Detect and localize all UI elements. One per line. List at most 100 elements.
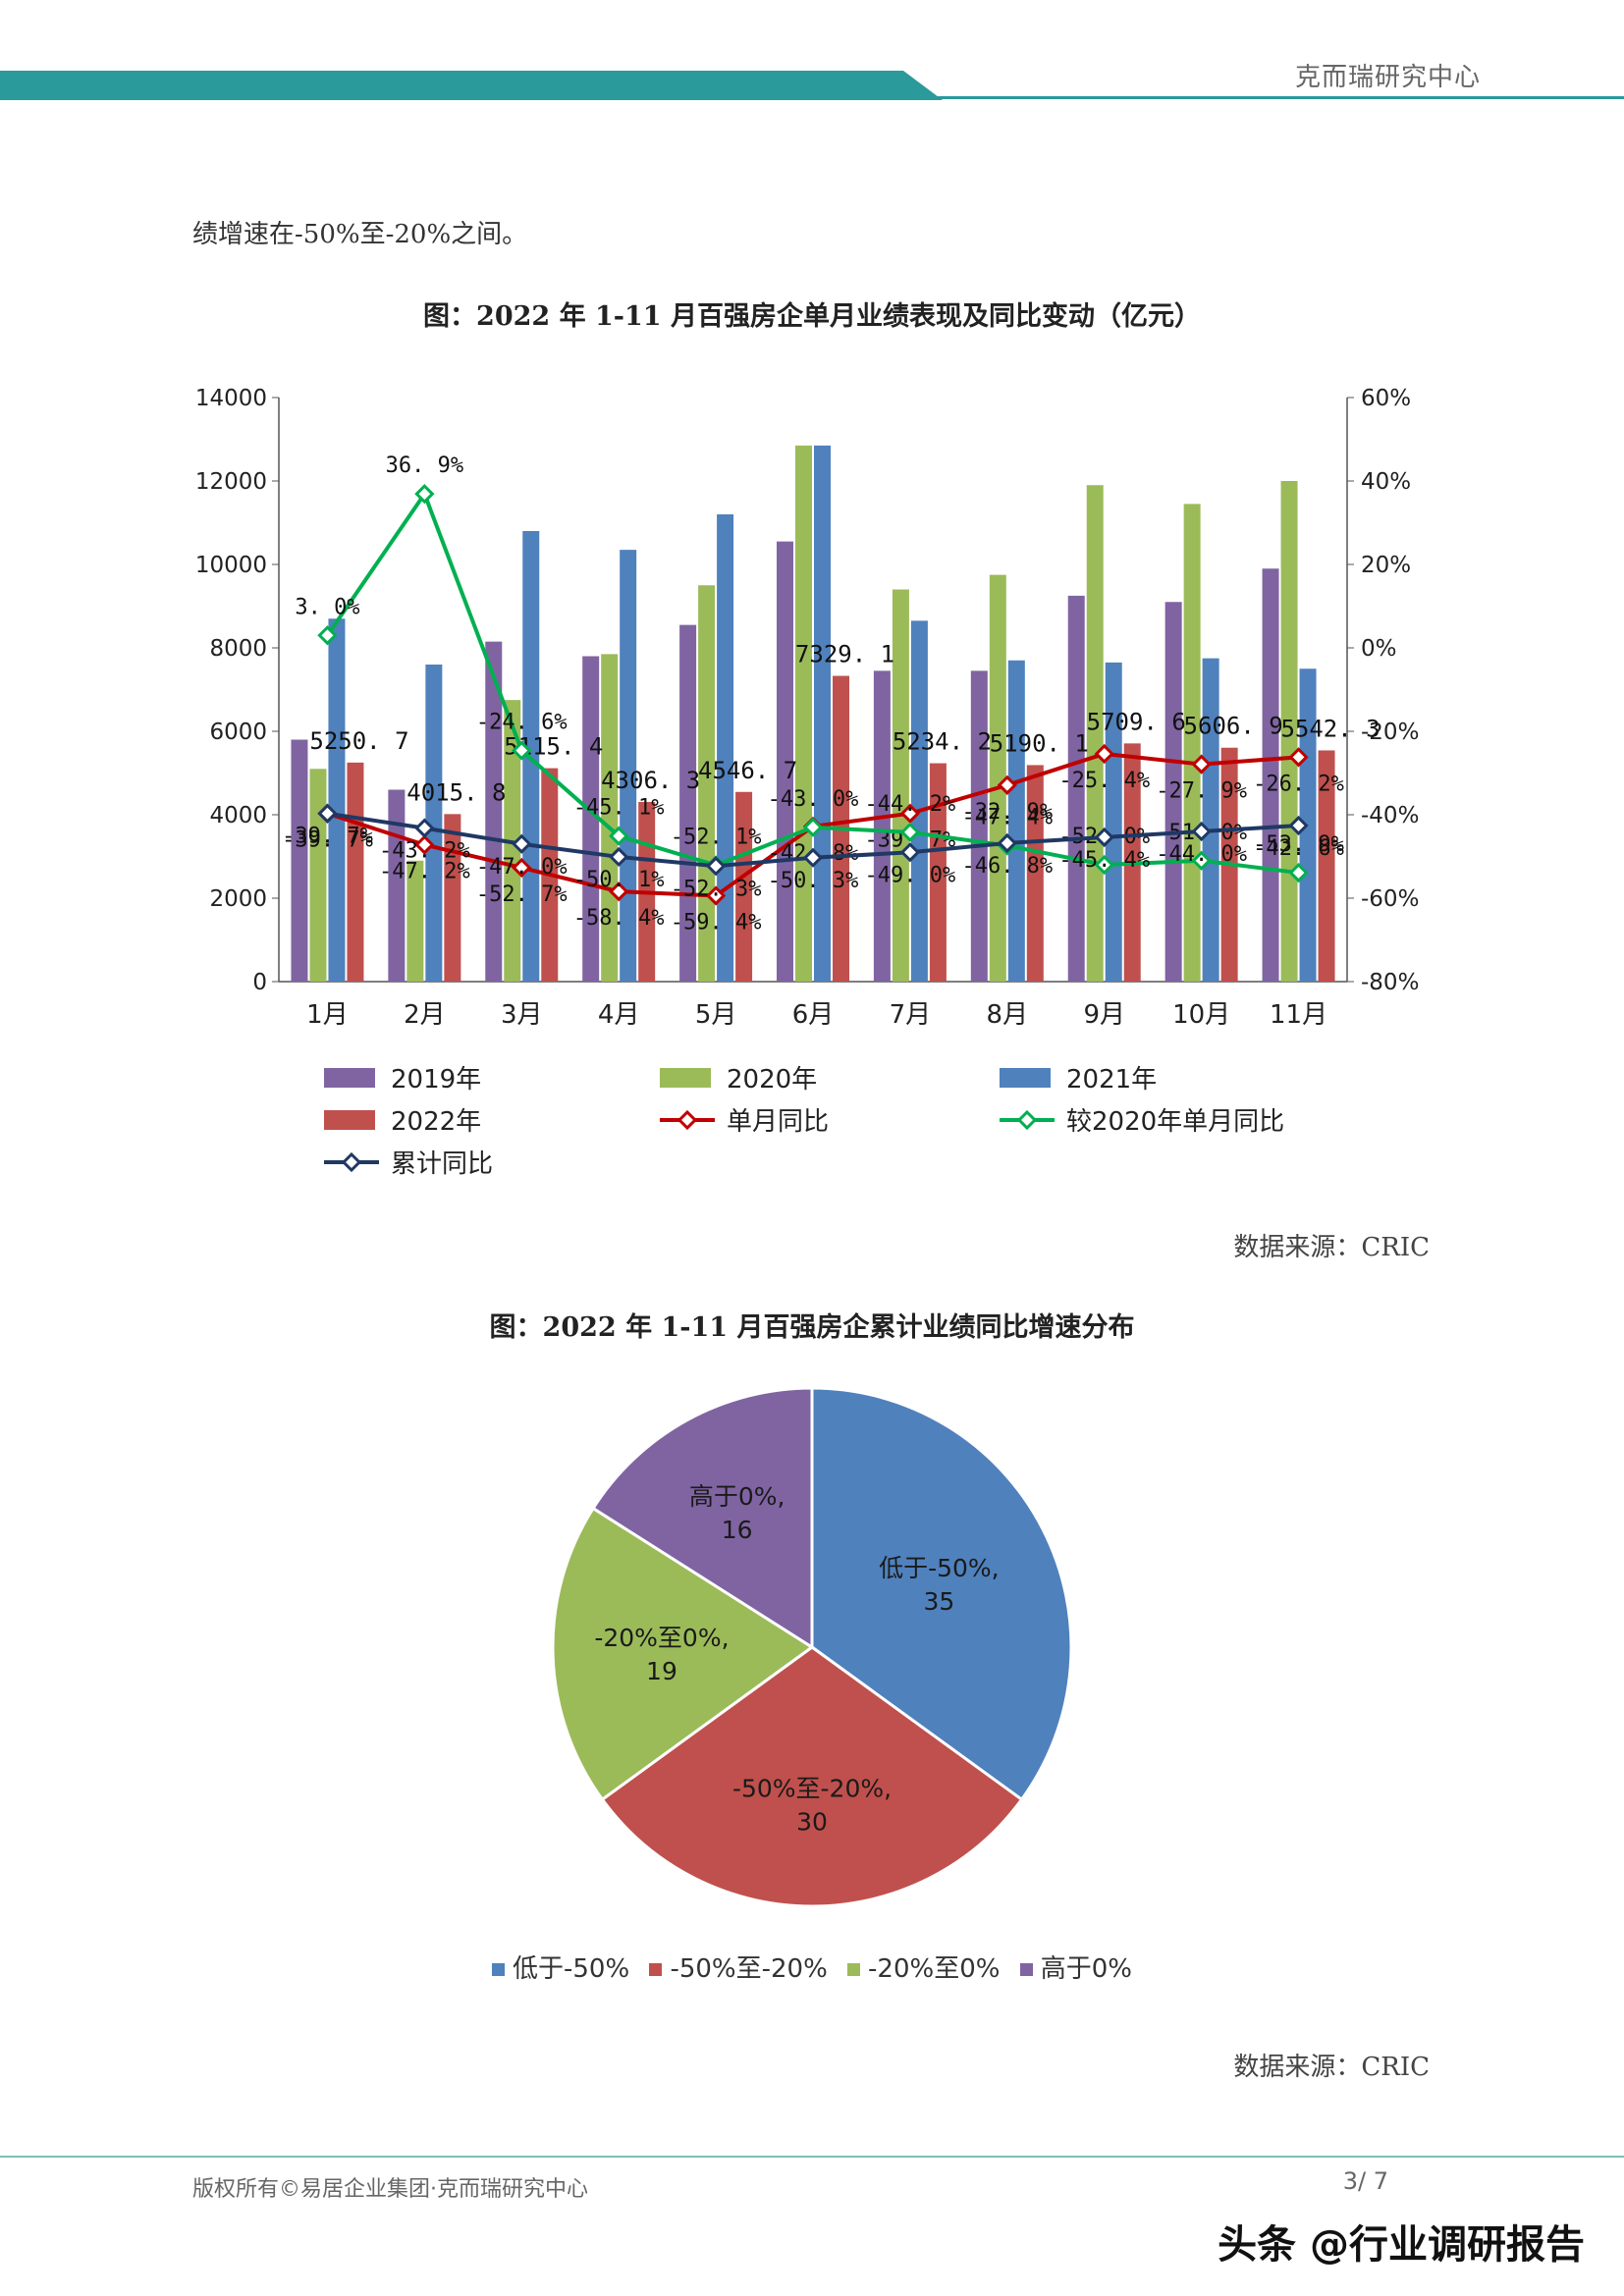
bar-data-label: 4306. 3	[601, 767, 700, 794]
line-data-label: -45. 4%	[1058, 848, 1150, 873]
bar-data-label: 5709. 6	[1087, 708, 1186, 735]
line-data-label: -39. 7%	[282, 825, 373, 849]
pie-slice	[551, 1506, 815, 1802]
line-data-label: -52. 3%	[671, 877, 762, 901]
x-tick-label: 7月	[890, 1000, 932, 1030]
x-tick-label: 11月	[1270, 1000, 1327, 1030]
x-tick-label: 1月	[306, 1000, 349, 1030]
bar-2020年	[1183, 504, 1201, 982]
legend-swatch	[324, 1068, 375, 1088]
legend-label: 2021年	[1066, 1065, 1157, 1095]
bar-2021年	[1202, 658, 1219, 982]
line-data-label: 36. 9%	[386, 454, 463, 478]
bar-2022年	[347, 762, 364, 982]
pie-slice	[810, 1386, 1073, 1802]
legend-label: 2022年	[391, 1107, 481, 1137]
pie-legend-item: 低于-50%	[492, 1949, 629, 1985]
page-number: 3/ 7	[1342, 2167, 1388, 2195]
line-data-label: -50. 1%	[573, 868, 665, 892]
pie-legend-label: 低于-50%	[513, 1954, 630, 1984]
legend-label: 单月同比	[727, 1107, 829, 1137]
line-marker	[1094, 854, 1114, 876]
y2-tick-label: -80%	[1361, 970, 1419, 995]
bar-2022年	[735, 791, 753, 982]
pie-slice	[600, 1645, 1024, 1908]
bar-2021年	[910, 620, 928, 982]
figure1-source: 数据来源：CRIC	[1233, 1233, 1430, 1262]
bar-2020年	[892, 589, 909, 982]
bar-2020年	[1086, 485, 1104, 982]
y-tick-label: 14000	[195, 386, 267, 411]
line-data-label: -50. 3%	[768, 869, 859, 893]
bar-2020年	[309, 769, 327, 982]
bar-2020年	[406, 860, 424, 982]
line-data-label: -25. 4%	[1058, 769, 1150, 793]
line-data-label: -52. 7%	[476, 882, 568, 907]
y2-tick-label: -20%	[1361, 720, 1419, 745]
line-marker	[414, 484, 435, 505]
pie-legend-label: -20%至0%	[868, 1954, 1001, 1984]
legend-swatch	[324, 1110, 375, 1130]
brand-watermark: 头条 @行业调研报告	[1218, 2222, 1585, 2268]
bar-2022年	[1026, 765, 1044, 982]
line-data-label: -39. 7%	[282, 828, 373, 853]
y2-tick-label: -60%	[1361, 886, 1419, 912]
y2-tick-label: -40%	[1361, 803, 1419, 828]
bar-2022年	[444, 814, 461, 982]
y2-tick-label: 60%	[1361, 386, 1411, 411]
line-data-label: -47. 2%	[379, 860, 470, 884]
footer-divider	[0, 2156, 1624, 2158]
bar-2022年	[1318, 750, 1335, 982]
pie-slice-label: 高于0%,	[689, 1482, 785, 1511]
line-marker	[317, 803, 338, 824]
legend-marker	[677, 1109, 698, 1131]
line-data-label: -46. 8%	[961, 854, 1053, 879]
x-tick-label: 4月	[598, 1000, 640, 1030]
pie-legend-item: -50%至-20%	[649, 1949, 828, 1985]
line-data-label: -26. 2%	[1253, 772, 1344, 796]
line-marker	[705, 856, 727, 877]
y-tick-label: 10000	[195, 553, 267, 578]
legend-label: 2020年	[727, 1065, 817, 1095]
line-marker	[1288, 747, 1309, 768]
bar-2020年	[1280, 481, 1298, 982]
line-data-label: -58. 4%	[573, 906, 665, 931]
bar-data-label: 7329. 1	[795, 641, 894, 668]
bar-2021年	[1007, 660, 1025, 982]
line-data-label: -53. 9%	[1253, 832, 1344, 857]
line-marker	[1094, 743, 1114, 765]
line-marker	[802, 847, 824, 868]
bar-2019年	[291, 739, 308, 982]
line-marker	[609, 846, 629, 868]
bar-data-label: 5542. 3	[1280, 715, 1380, 742]
bar-2020年	[601, 654, 619, 982]
line-marker	[512, 833, 532, 854]
figure1-title: 图：2022 年 1-11 月百强房企单月业绩表现及同比变动（亿元）	[423, 301, 1201, 332]
y2-tick-label: 20%	[1361, 553, 1411, 578]
pie-slice-value: 19	[646, 1657, 677, 1685]
legend-label: 较2020年单月同比	[1066, 1107, 1284, 1137]
bar-data-label: 5190. 1	[990, 729, 1089, 757]
line-marker	[1094, 827, 1114, 848]
body-text: 绩增速在-50%至-20%之间。	[192, 220, 528, 249]
line-data-label: -59. 4%	[671, 910, 762, 934]
y2-tick-label: 0%	[1361, 636, 1397, 662]
bar-data-label: 5234. 2	[893, 728, 992, 756]
bar-2020年	[989, 574, 1006, 982]
bar-data-label: 4546. 7	[698, 757, 797, 784]
y2-tick-label: 40%	[1361, 469, 1411, 495]
line-marker	[414, 818, 435, 838]
bar-2019年	[485, 641, 503, 982]
x-tick-label: 3月	[501, 1000, 543, 1030]
bar-2019年	[873, 670, 891, 982]
bar-data-label: 5250. 7	[309, 727, 408, 755]
header-title: 克而瑞研究中心	[1294, 63, 1481, 92]
y-tick-label: 2000	[209, 886, 267, 912]
bar-2022年	[929, 763, 947, 982]
line-marker	[317, 625, 338, 646]
pie-legend: 低于-50% -50%至-20% -20%至0% 高于0%	[0, 1949, 1624, 1985]
line-marker	[512, 857, 532, 879]
y-tick-label: 0	[252, 970, 267, 995]
bar-2021年	[425, 665, 443, 982]
figure2-title: 图：2022 年 1-11 月百强房企累计业绩同比增速分布	[489, 1312, 1135, 1343]
